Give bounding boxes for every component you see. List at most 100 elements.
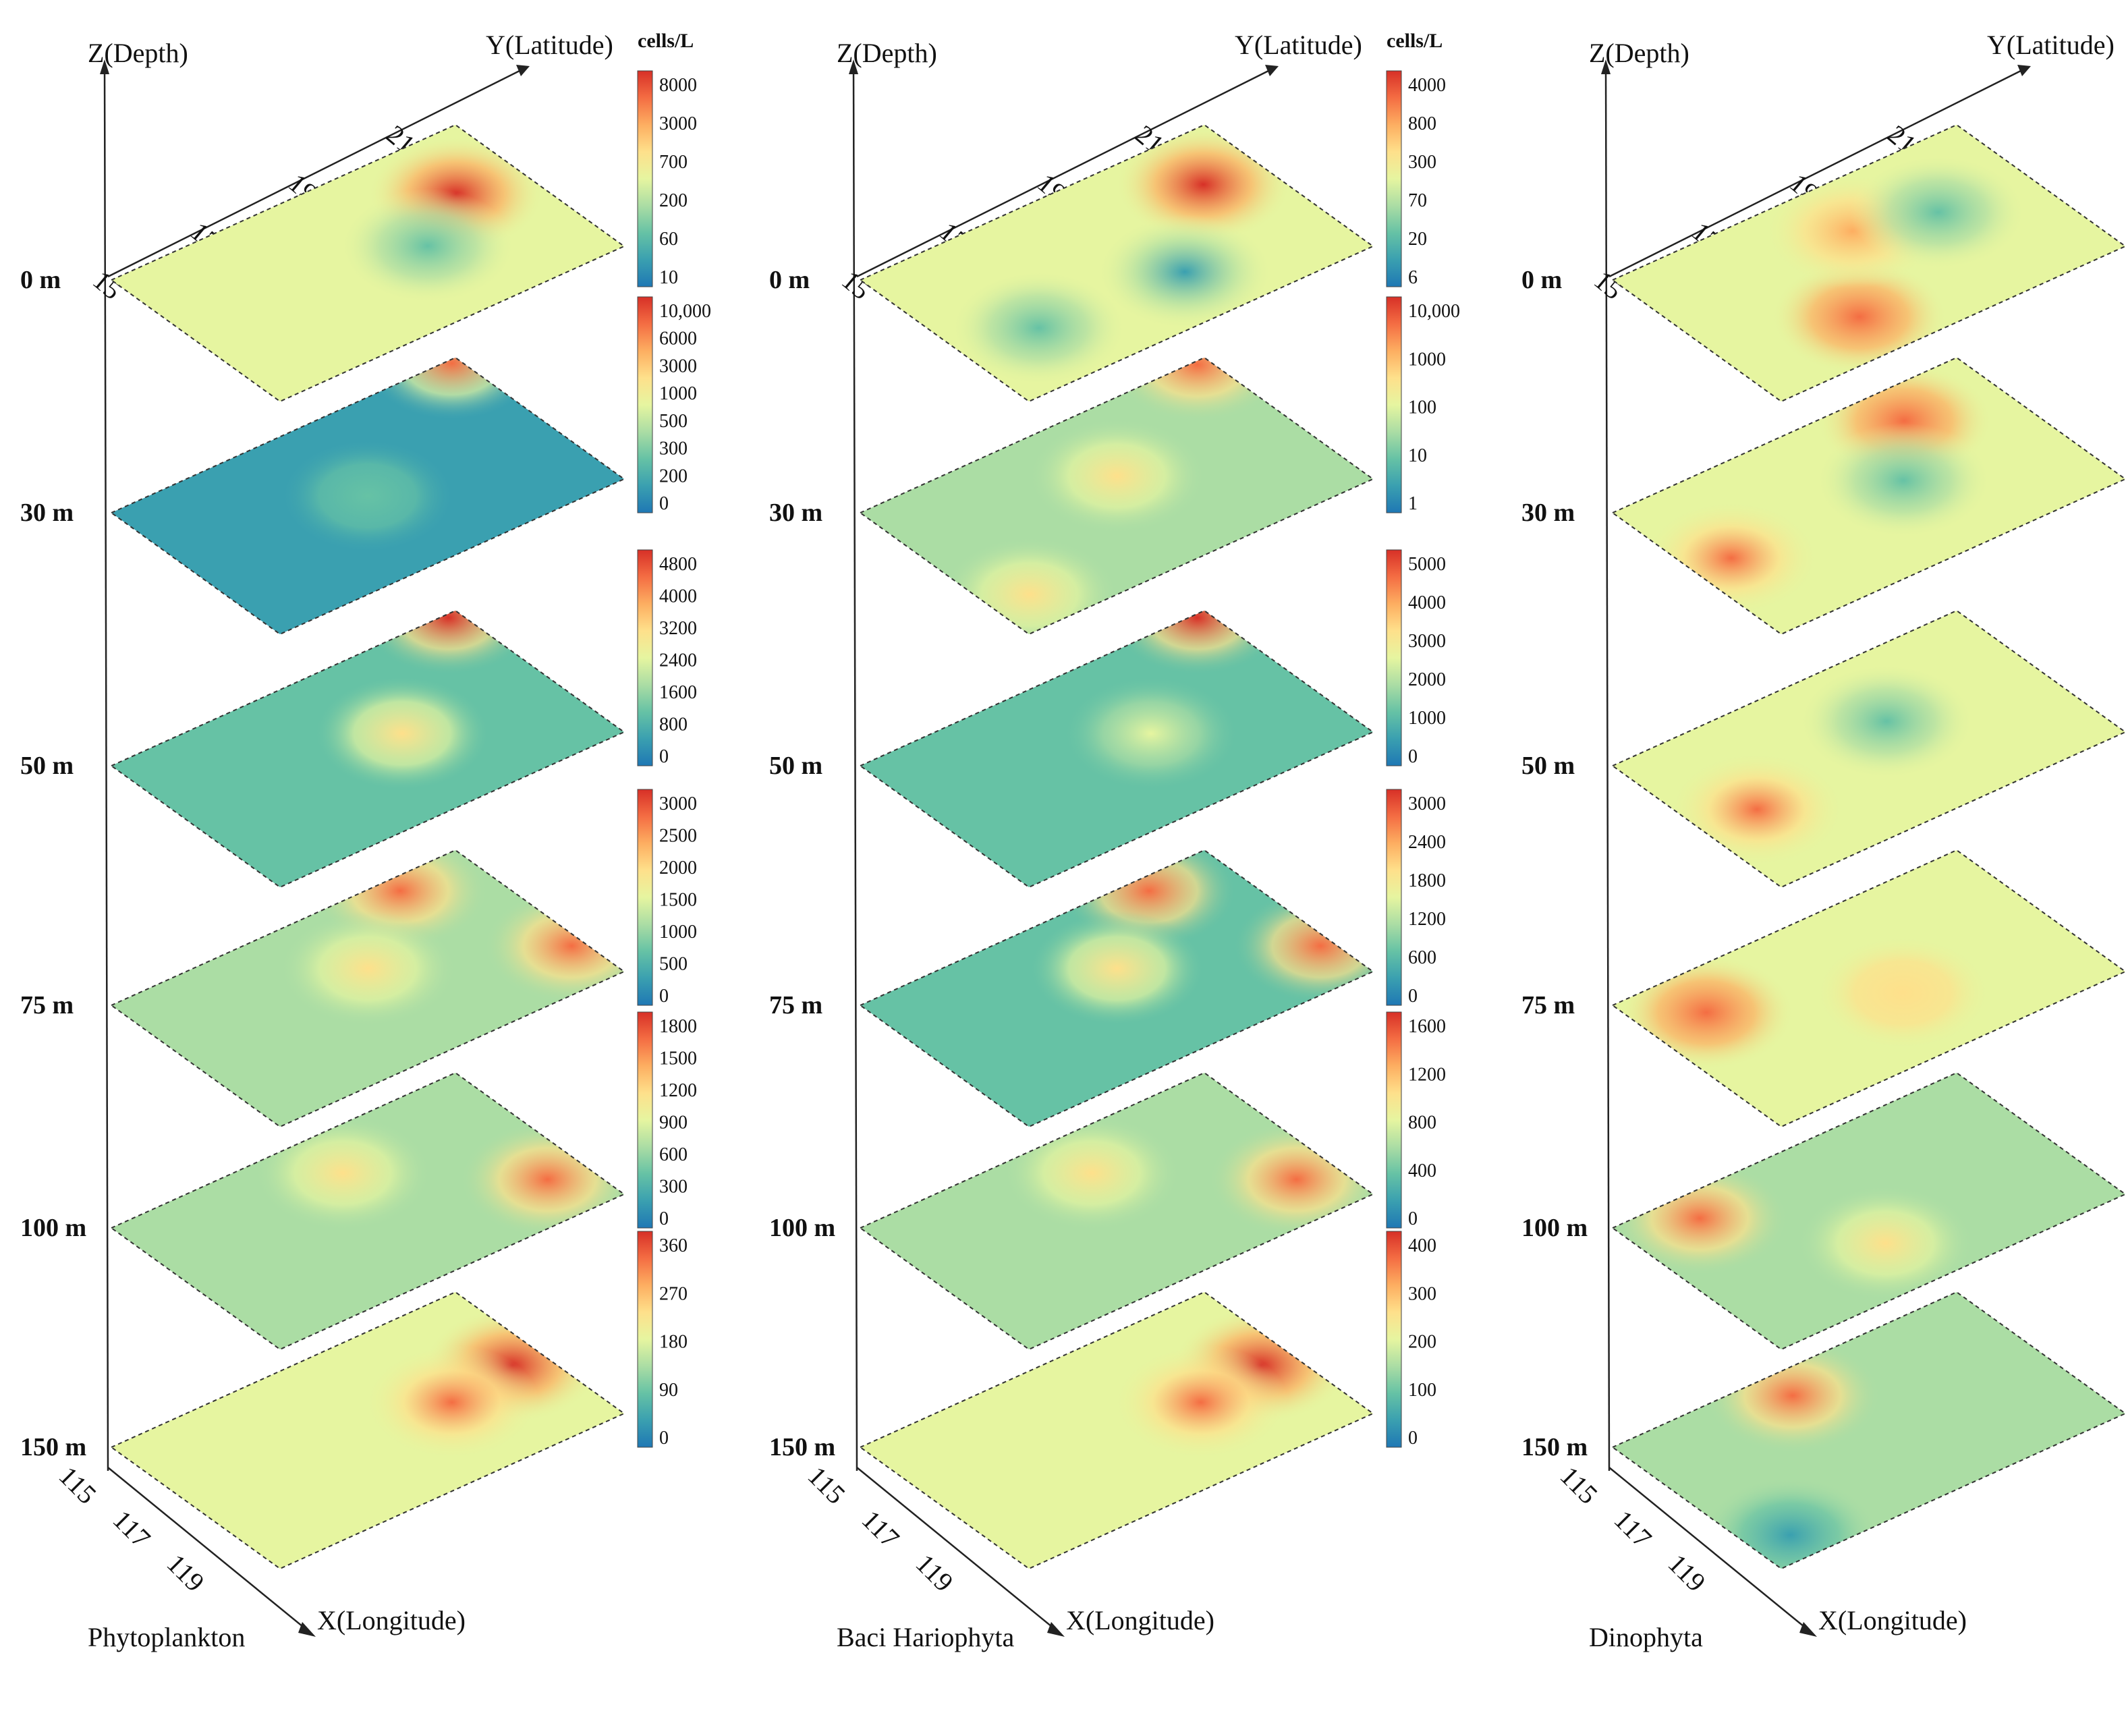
depth-label: 30 m (1521, 499, 1575, 527)
colorbar-tick-label: 3000 (659, 356, 697, 376)
layer-frame (859, 1291, 1374, 1570)
x-axis-label: X(Longitude) (317, 1605, 466, 1635)
colorbar-tick-label: 6 (1408, 267, 1418, 288)
layer-frame (110, 1291, 625, 1570)
concentration-hotspot (1063, 676, 1239, 791)
layer-frame (859, 609, 1374, 889)
colorbar (1387, 71, 1401, 287)
colorbar-tick-label: 2400 (1408, 832, 1446, 853)
layer-frame (110, 356, 625, 636)
colorbar-tick-label: 180 (659, 1332, 688, 1353)
colorbar-tick-label: 4800 (659, 554, 697, 575)
colorbar-tick-label: 1200 (1408, 909, 1446, 930)
colorbar-tick-label: 70 (1408, 190, 1427, 211)
x-axis-label: X(Longitude) (1066, 1605, 1214, 1635)
depth-label: 75 m (769, 991, 822, 1019)
colorbar-tick-label: 0 (1408, 1428, 1418, 1449)
concentration-hotspot (1109, 611, 1285, 675)
depth-layer: 50 m 5000 4000 3000 2000 1000 0 (769, 549, 1446, 889)
colorbar-tick-label: 20 (1408, 229, 1427, 250)
depth-label: 50 m (20, 752, 74, 780)
concentration-hotspot (1797, 1185, 1974, 1301)
concentration-hotspot (942, 537, 1117, 634)
depth-label: 0 m (769, 266, 810, 294)
layer-frame (1611, 123, 2126, 403)
panel-phytoplankton: Z(Depth) Y(Latitude)15171921X(Longitude)1… (20, 30, 711, 1652)
depth-label: 0 m (20, 266, 61, 294)
z-axis (852, 63, 858, 1472)
depth-layer: 150 m 360 270 180 90 0 (20, 1231, 688, 1570)
x-axis-label: X(Longitude) (1818, 1605, 1967, 1635)
colorbar-tick-label: 1200 (1408, 1064, 1446, 1085)
colorbar-tick-label: 1800 (1408, 870, 1446, 891)
colorbar-tick-label: 60 (659, 229, 678, 250)
colorbar-tick-label: 800 (1408, 113, 1436, 134)
x-tick-label: 117 (107, 1505, 157, 1554)
colorbar-tick-label: 0 (1408, 1208, 1418, 1229)
x-tick-label: 119 (161, 1548, 211, 1598)
colorbar-tick-label: 0 (659, 1208, 669, 1229)
colorbar-tick-label: 400 (1408, 1235, 1436, 1256)
colorbar (638, 789, 652, 1005)
colorbar-tick-label: 2000 (1408, 669, 1446, 690)
layer-frame (859, 849, 1374, 1128)
panel-title: Phytoplankton (88, 1622, 245, 1652)
concentration-hotspot (1772, 259, 1947, 374)
depth-label: 150 m (769, 1433, 835, 1461)
y-axis-arrow (1265, 65, 1279, 76)
panel-dinophyta: Z(Depth) Y(Latitude)15171921X(Longitude)1… (1521, 30, 2126, 1652)
colorbar-tick-label: 1000 (1408, 349, 1446, 370)
colorbar (638, 1231, 652, 1447)
z-axis-arrow (1601, 59, 1611, 74)
concentration-hotspot (1669, 752, 1845, 867)
layer-frame (859, 356, 1374, 636)
concentration-hotspot (280, 439, 455, 553)
layer-frame (859, 123, 1374, 403)
concentration-hotspot (364, 1345, 540, 1460)
layer-frame (859, 1071, 1374, 1351)
depth-label: 50 m (1521, 752, 1575, 780)
depth-layer: 50 m5004003002001000 (1521, 609, 2126, 889)
concentration-hotspot (1619, 955, 1794, 1070)
colorbar-tick-label: 900 (659, 1113, 688, 1133)
depth-label: 50 m (769, 752, 822, 780)
colorbar-tick-label: 1600 (1408, 1016, 1446, 1037)
colorbar-tick-label: 1200 (659, 1080, 697, 1101)
layer-frame (110, 609, 625, 889)
colorbar (638, 550, 652, 766)
depth-label: 75 m (20, 991, 74, 1019)
y-axis-arrow (516, 65, 530, 76)
concentration-hotspot (255, 1115, 430, 1231)
colorbar-tick-label: 1 (1408, 493, 1418, 514)
colorbar-tick-label: 2400 (659, 650, 697, 671)
y-axis-label: Y(Latitude) (1235, 30, 1362, 60)
colorbar-tick-label: 200 (1408, 1332, 1436, 1353)
concentration-hotspot (1816, 423, 1991, 538)
colorbar-tick-label: 4000 (1408, 592, 1446, 613)
colorbar (1387, 1012, 1401, 1228)
colorbar-tick-label: 4000 (1408, 75, 1446, 96)
depth-label: 100 m (769, 1214, 835, 1242)
depth-label: 0 m (1521, 266, 1562, 294)
concentration-hotspot (1850, 155, 2026, 270)
colorbar-tick-label: 3000 (1408, 631, 1446, 652)
concentration-hotspot (1029, 911, 1205, 1026)
colorbar-tick-label: 600 (659, 1144, 688, 1165)
depth-layer: 50 m 4800 4000 3200 2400 1600 800 0 (20, 549, 697, 889)
colorbar-tick-label: 270 (659, 1283, 688, 1304)
depth-label: 30 m (769, 499, 822, 527)
concentration-hotspot (340, 188, 515, 304)
y-axis-label: Y(Latitude) (486, 30, 613, 60)
colorbar-tick-label: 3000 (1408, 793, 1446, 814)
x-tick-label: 115 (1555, 1461, 1604, 1510)
colorbar-tick-label: 800 (659, 715, 688, 735)
concentration-hotspot (1115, 127, 1291, 242)
colorbar-tick-label: 3200 (659, 618, 697, 639)
layer-frame (110, 849, 625, 1128)
concentration-hotspot (1799, 664, 1974, 779)
z-axis-arrow (849, 59, 858, 74)
colorbar-tick-label: 300 (1408, 1283, 1436, 1304)
colorbar-tick-label: 100 (1408, 1380, 1436, 1401)
z-axis (1604, 63, 1611, 1472)
depth-label: 30 m (20, 499, 74, 527)
